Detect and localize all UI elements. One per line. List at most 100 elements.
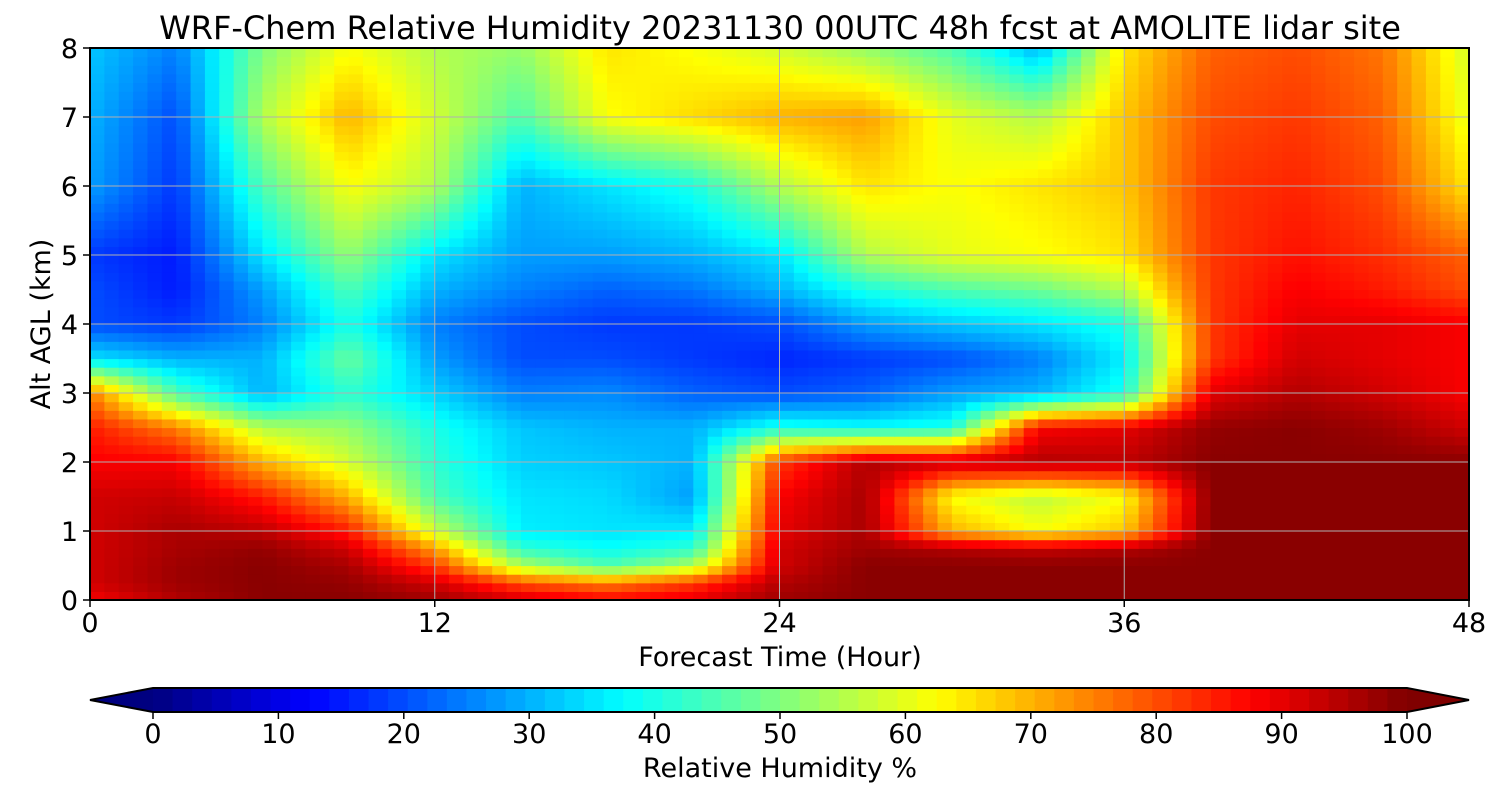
heatmap-cell: [923, 151, 939, 161]
heatmap-cell: [1023, 496, 1039, 506]
heatmap-cell: [1009, 246, 1025, 256]
heatmap-cell: [161, 203, 177, 213]
heatmap-cell: [750, 479, 766, 489]
heatmap-cell: [1368, 393, 1384, 403]
heatmap-cell: [334, 194, 350, 204]
heatmap-cell: [291, 574, 307, 584]
heatmap-cell: [1253, 574, 1269, 584]
heatmap-cell: [808, 522, 824, 532]
heatmap-cell: [1454, 513, 1470, 523]
heatmap-cell: [650, 582, 666, 592]
heatmap-cell: [1167, 349, 1183, 360]
heatmap-cell: [377, 393, 393, 403]
heatmap-cell: [1066, 211, 1082, 222]
heatmap-cell: [1440, 160, 1456, 170]
heatmap-cell: [1368, 496, 1384, 506]
heatmap-cell: [463, 582, 479, 592]
heatmap-cell: [937, 401, 953, 411]
heatmap-cell: [923, 582, 939, 592]
heatmap-cell: [319, 255, 335, 265]
heatmap-cell: [262, 298, 278, 308]
heatmap-cell: [822, 401, 838, 411]
heatmap-cell: [722, 548, 737, 558]
heatmap-cell: [822, 410, 838, 420]
heatmap-cell: [1354, 479, 1370, 489]
heatmap-cell: [449, 237, 465, 247]
heatmap-cell: [1095, 375, 1111, 385]
heatmap-cell: [1109, 479, 1125, 489]
heatmap-cell: [276, 522, 292, 532]
heatmap-cell: [1454, 401, 1470, 411]
heatmap-cell: [276, 444, 292, 454]
heatmap-cell: [1425, 229, 1441, 239]
heatmap-cell: [1210, 401, 1226, 411]
heatmap-cell: [1282, 160, 1298, 170]
heatmap-cell: [1210, 531, 1226, 541]
heatmap-cell: [506, 177, 522, 187]
heatmap-cell: [233, 401, 249, 411]
heatmap-cell: [1425, 255, 1441, 265]
heatmap-cell: [736, 522, 752, 532]
heatmap-cell: [219, 410, 235, 420]
heatmap-cell: [1239, 410, 1255, 420]
heatmap-cell: [506, 306, 522, 316]
heatmap-cell: [204, 556, 220, 567]
heatmap-cell: [219, 246, 235, 256]
heatmap-cell: [722, 393, 737, 403]
heatmap-cell: [1196, 280, 1212, 291]
heatmap-cell: [1224, 470, 1240, 480]
heatmap-cell: [980, 289, 996, 299]
heatmap-cell: [1325, 539, 1341, 549]
heatmap-cell: [449, 470, 465, 480]
heatmap-cell: [377, 255, 393, 265]
heatmap-cell: [190, 349, 206, 360]
heatmap-cell: [90, 427, 105, 437]
heatmap-cell: [1052, 332, 1068, 342]
heatmap-cell: [233, 505, 249, 515]
heatmap-cell: [578, 194, 594, 204]
heatmap-cell: [994, 470, 1010, 480]
heatmap-cell: [1282, 358, 1298, 368]
heatmap-cell: [492, 591, 508, 601]
heatmap-cell: [291, 237, 307, 247]
heatmap-cell: [1368, 375, 1384, 385]
heatmap-cell: [291, 410, 307, 420]
heatmap-cell: [994, 160, 1010, 170]
heatmap-cell: [1411, 393, 1427, 403]
heatmap-cell: [1354, 375, 1370, 385]
heatmap-cell: [1066, 349, 1082, 360]
heatmap-cell: [1023, 341, 1039, 351]
heatmap-cell: [506, 505, 522, 515]
heatmap-cell: [937, 513, 953, 523]
heatmap-cell: [750, 531, 766, 541]
heatmap-cell: [980, 263, 996, 273]
heatmap-cell: [1023, 548, 1039, 558]
heatmap-cell: [420, 298, 436, 308]
heatmap-cell: [1124, 384, 1140, 394]
heatmap-cell: [233, 418, 249, 429]
heatmap-cell: [262, 401, 278, 411]
heatmap-cell: [391, 393, 407, 403]
heatmap-cell: [1425, 367, 1441, 377]
heatmap-cell: [650, 367, 666, 377]
heatmap-cell: [1181, 401, 1197, 411]
heatmap-cell: [1081, 220, 1097, 230]
heatmap-cell: [1109, 194, 1125, 204]
heatmap-cell: [966, 280, 982, 291]
heatmap-cell: [492, 487, 508, 498]
heatmap-cell: [1167, 393, 1183, 403]
heatmap-cell: [865, 470, 881, 480]
heatmap-cell: [1196, 505, 1212, 515]
heatmap-cell: [161, 539, 177, 549]
heatmap-cell: [923, 410, 939, 420]
heatmap-cell: [1382, 591, 1398, 601]
heatmap-cell: [722, 272, 737, 282]
heatmap-cell: [305, 272, 321, 282]
heatmap-cell: [765, 211, 781, 222]
heatmap-cell: [808, 177, 824, 187]
heatmap-cell: [147, 315, 163, 325]
heatmap-cell: [865, 496, 881, 506]
heatmap-cell: [535, 505, 551, 515]
heatmap-cell: [607, 453, 623, 463]
heatmap-cell: [104, 186, 120, 196]
